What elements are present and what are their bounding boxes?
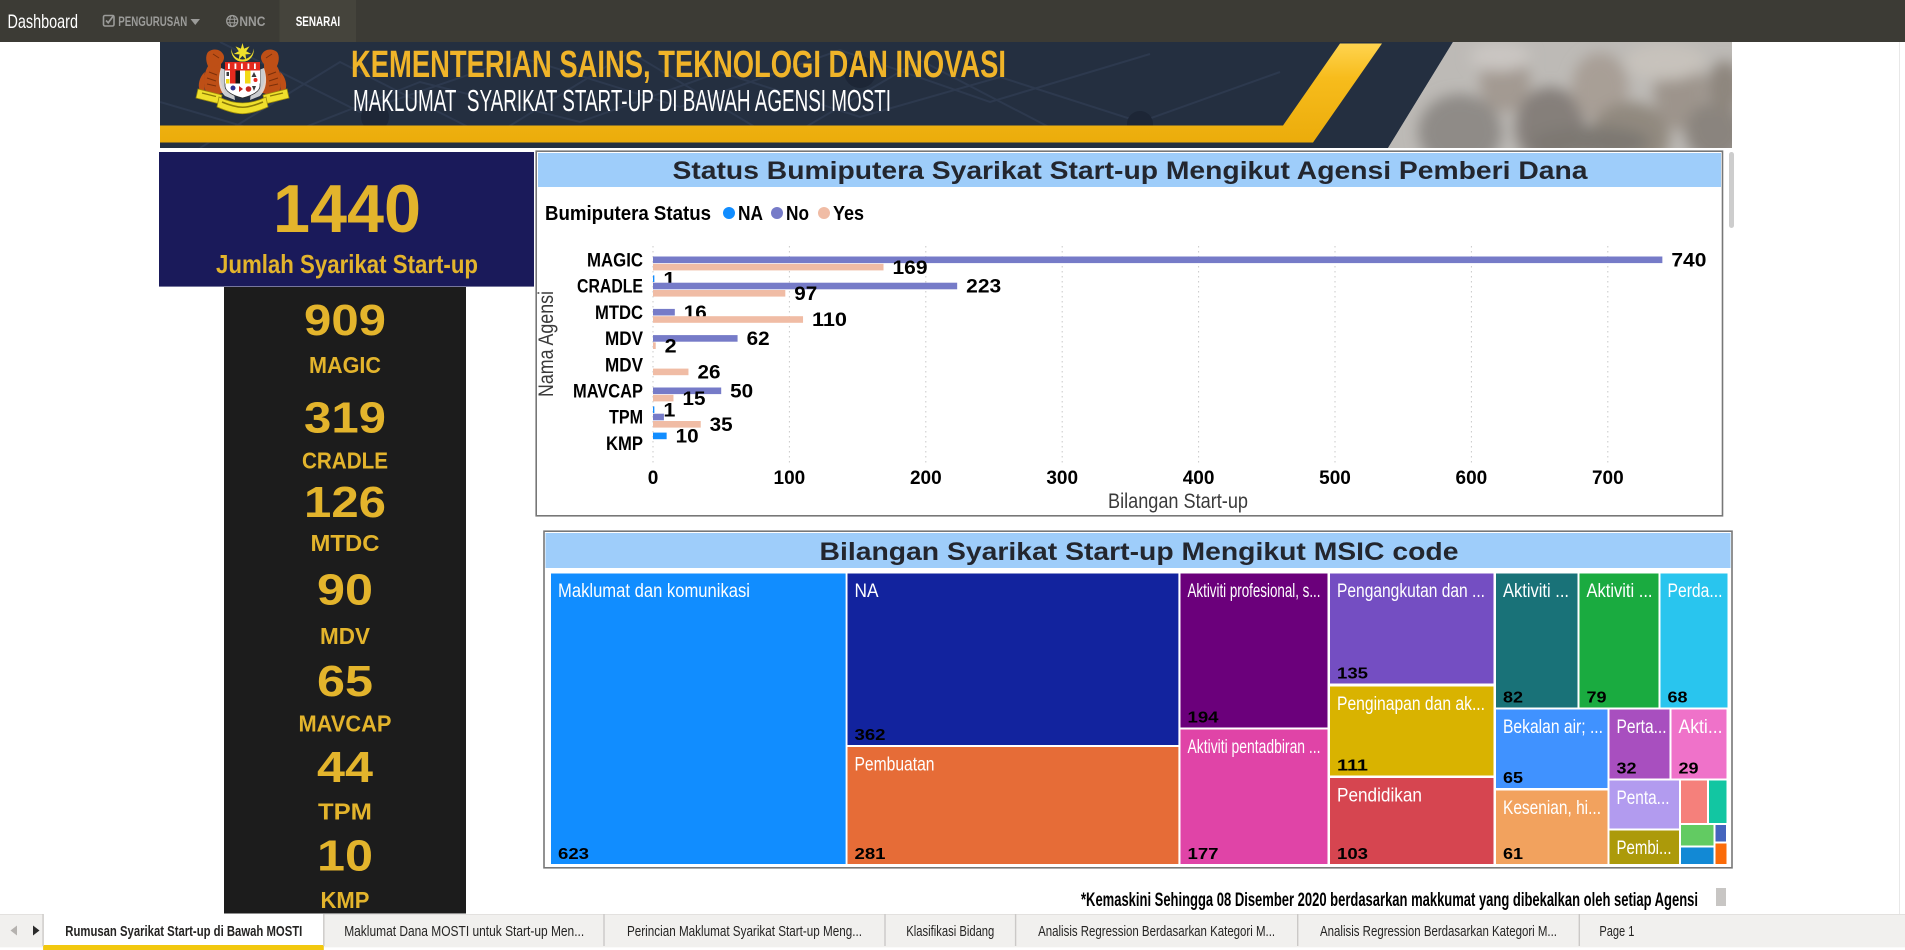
svg-text:Penginapan dan ak...: Penginapan dan ak... (1337, 694, 1485, 715)
svg-text:CRADLE: CRADLE (577, 277, 643, 298)
svg-text:KMP: KMP (606, 434, 643, 455)
svg-text:44: 44 (317, 743, 374, 792)
svg-text:29: 29 (1679, 761, 1699, 778)
svg-text:MAKLUMAT SYARIKAT START-UP DI: MAKLUMAT SYARIKAT START-UP DI BAWAH AGEN… (353, 83, 891, 118)
svg-text:26: 26 (698, 363, 721, 384)
svg-text:Yes: Yes (833, 203, 864, 225)
svg-text:82: 82 (1503, 690, 1523, 707)
svg-text:61: 61 (1503, 846, 1523, 863)
svg-text:*Kemaskini Sehingga 08 Disembe: *Kemaskini Sehingga 08 Disember 2020 ber… (1081, 890, 1698, 911)
svg-text:MDV: MDV (320, 623, 371, 649)
svg-text:Aktiviti ...: Aktiviti ... (1587, 581, 1653, 602)
svg-text:KEMENTERIAN SAINS, TEKNOLOGI D: KEMENTERIAN SAINS, TEKNOLOGI DAN INOVASI (351, 44, 1006, 86)
svg-text:MAGIC: MAGIC (309, 352, 381, 378)
svg-text:Maklumat dan komunikasi: Maklumat dan komunikasi (558, 581, 750, 602)
svg-text:Penta...: Penta... (1617, 788, 1670, 809)
svg-text:No: No (786, 203, 809, 225)
svg-text:362: 362 (855, 727, 886, 744)
svg-text:Aktiviti profesional, s...: Aktiviti profesional, s... (1188, 581, 1321, 602)
svg-text:0: 0 (648, 468, 659, 489)
svg-text:68: 68 (1668, 690, 1688, 707)
svg-text:MAVCAP: MAVCAP (299, 711, 392, 737)
svg-text:1440: 1440 (273, 171, 421, 247)
svg-text:Perta...: Perta... (1617, 717, 1667, 738)
svg-text:50: 50 (730, 382, 753, 403)
svg-text:740: 740 (1671, 251, 1706, 272)
svg-text:Aktiviti ...: Aktiviti ... (1503, 581, 1569, 602)
svg-text:Klasifikasi Bidang: Klasifikasi Bidang (906, 923, 994, 940)
svg-text:200: 200 (910, 468, 942, 489)
svg-text:MTDC: MTDC (595, 303, 643, 324)
svg-text:Bumiputera Status: Bumiputera Status (545, 203, 711, 225)
svg-text:Page 1: Page 1 (1599, 923, 1634, 940)
svg-text:623: 623 (558, 846, 589, 863)
svg-text:65: 65 (317, 657, 373, 706)
svg-text:135: 135 (1337, 666, 1368, 683)
svg-text:MDV: MDV (605, 329, 643, 350)
svg-text:Analisis Regression Berdasarka: Analisis Regression Berdasarkan Kategori… (1038, 923, 1275, 940)
svg-text:MAVCAP: MAVCAP (573, 382, 643, 403)
svg-text:79: 79 (1587, 690, 1607, 707)
svg-text:400: 400 (1183, 468, 1215, 489)
svg-text:909: 909 (304, 296, 386, 345)
svg-text:1: 1 (663, 400, 675, 421)
svg-text:281: 281 (855, 846, 886, 863)
svg-text:Jumlah Syarikat Start-up: Jumlah Syarikat Start-up (216, 249, 478, 279)
svg-text:169: 169 (893, 258, 928, 279)
svg-text:90: 90 (317, 566, 373, 615)
svg-text:110: 110 (812, 310, 847, 331)
svg-text:223: 223 (966, 277, 1001, 298)
svg-text:500: 500 (1319, 468, 1351, 489)
svg-text:Pembi...: Pembi... (1617, 838, 1672, 859)
svg-text:TPM: TPM (609, 408, 643, 429)
svg-text:15: 15 (683, 389, 706, 410)
svg-text:Rumusan Syarikat Start-up di B: Rumusan Syarikat Start-up di Bawah MOSTI (65, 923, 302, 940)
svg-text:300: 300 (1046, 468, 1078, 489)
svg-text:NA: NA (855, 581, 879, 602)
svg-text:Perda...: Perda... (1668, 581, 1723, 602)
svg-text:10: 10 (676, 427, 699, 448)
svg-text:PENGURUSAN: PENGURUSAN (118, 14, 187, 29)
svg-text:126: 126 (304, 478, 386, 527)
svg-text:Aktiviti pentadbiran ...: Aktiviti pentadbiran ... (1188, 737, 1321, 758)
svg-text:Bilangan Start-up: Bilangan Start-up (1108, 490, 1248, 513)
svg-text:Dashboard: Dashboard (8, 11, 79, 33)
svg-text:Akti...: Akti... (1679, 717, 1723, 738)
svg-text:2: 2 (665, 336, 677, 357)
svg-text:Perincian Maklumat Syarikat St: Perincian Maklumat Syarikat Start-up Men… (627, 923, 862, 940)
svg-text:Kesenian, hi...: Kesenian, hi... (1503, 798, 1601, 819)
svg-text:MAGIC: MAGIC (587, 251, 643, 272)
svg-text:700: 700 (1592, 468, 1624, 489)
svg-text:Nama Agensi: Nama Agensi (535, 291, 558, 397)
svg-text:177: 177 (1188, 846, 1219, 863)
svg-text:CRADLE: CRADLE (302, 448, 388, 474)
svg-text:65: 65 (1503, 770, 1523, 787)
svg-text:32: 32 (1617, 761, 1637, 778)
svg-text:10: 10 (317, 832, 373, 881)
svg-text:97: 97 (794, 284, 817, 305)
svg-text:NA: NA (738, 203, 763, 225)
svg-text:KMP: KMP (321, 887, 370, 913)
svg-text:Bilangan Syarikat Start-up Men: Bilangan Syarikat Start-up Mengikut MSIC… (820, 538, 1459, 566)
svg-text:MTDC: MTDC (311, 530, 380, 556)
svg-text:Analisis Regression Berdasarka: Analisis Regression Berdasarkan Kategori… (1320, 923, 1557, 940)
svg-text:Status Bumiputera Syarikat Sta: Status Bumiputera Syarikat Start-up Meng… (673, 157, 1589, 185)
svg-text:111: 111 (1337, 758, 1368, 775)
svg-text:Bekalan air; ...: Bekalan air; ... (1503, 717, 1603, 738)
svg-text:Pendidikan: Pendidikan (1337, 786, 1422, 807)
svg-text:TPM: TPM (318, 798, 372, 824)
svg-text:MDV: MDV (605, 355, 643, 376)
svg-text:Pembuatan: Pembuatan (855, 755, 935, 776)
svg-text:62: 62 (747, 329, 770, 350)
svg-text:100: 100 (774, 468, 806, 489)
svg-text:103: 103 (1337, 846, 1368, 863)
svg-text:194: 194 (1188, 710, 1219, 727)
svg-text:NNC: NNC (239, 14, 265, 29)
svg-text:Pengangkutan dan ...: Pengangkutan dan ... (1337, 581, 1485, 602)
svg-text:319: 319 (304, 393, 386, 442)
svg-text:35: 35 (710, 415, 733, 436)
svg-text:600: 600 (1456, 468, 1488, 489)
svg-text:SENARAI: SENARAI (296, 14, 341, 29)
svg-text:Maklumat Dana MOSTI untuk Star: Maklumat Dana MOSTI untuk Start-up Men..… (344, 923, 584, 940)
